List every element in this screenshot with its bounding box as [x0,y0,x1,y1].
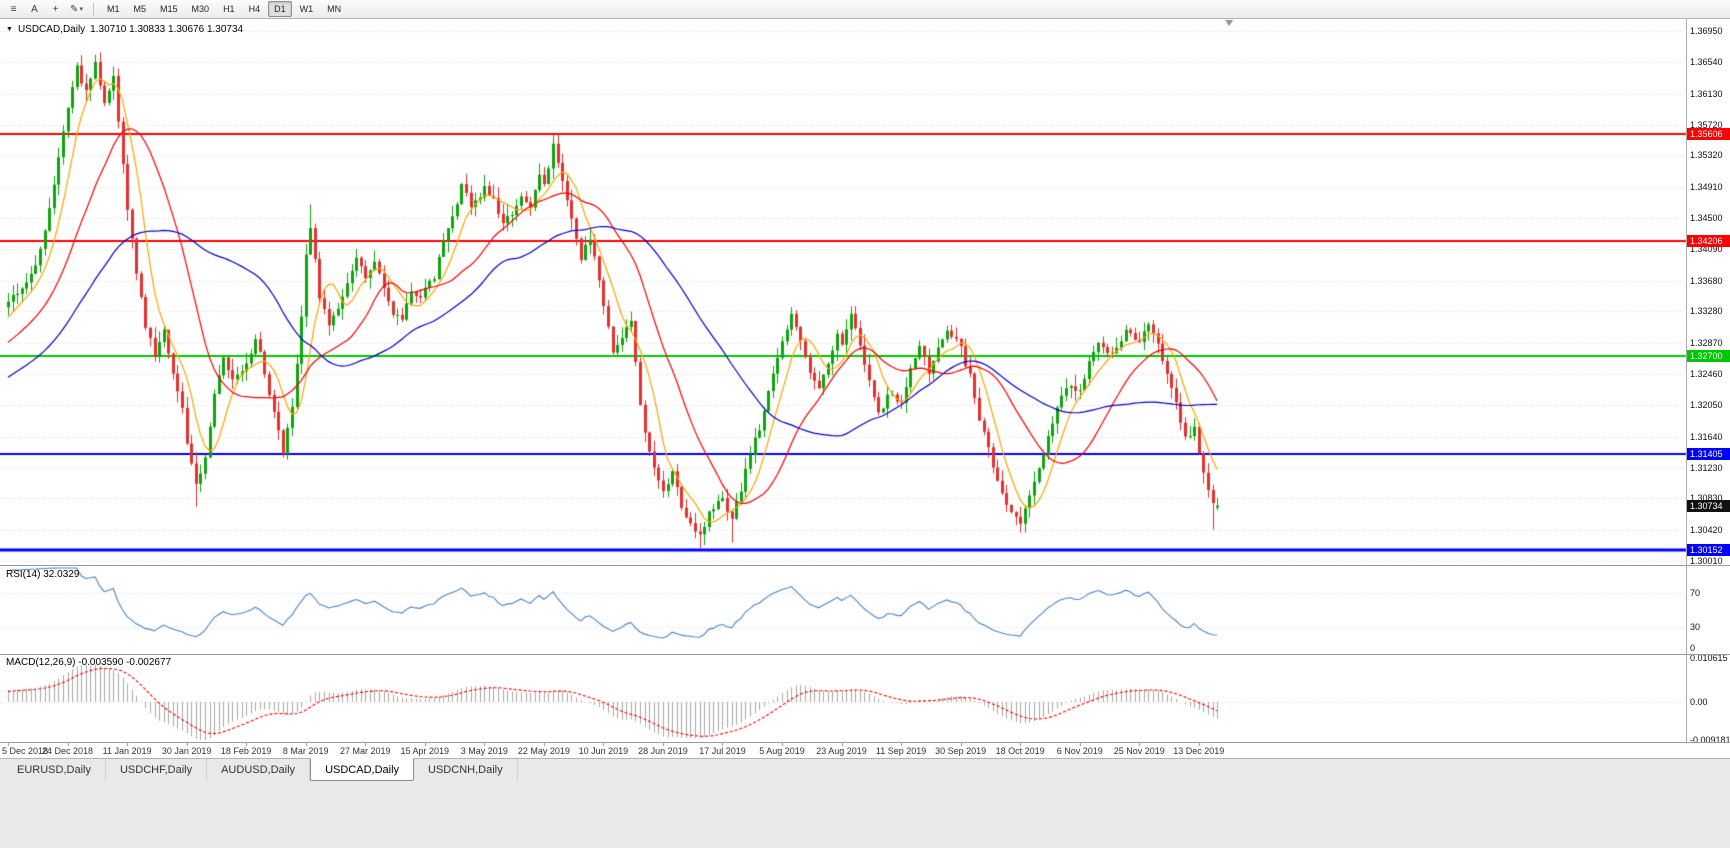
rsi-indicator-label: RSI(14) 32.0329 [6,569,79,580]
macd-indicator-label: MACD(12,26,9) -0.003590 -0.002677 [6,657,171,668]
date-axis-label: 6 Nov 2019 [1056,746,1103,756]
toolbar-tools: ≡ A + ✎ ▾ [3,0,87,18]
date-axis-label: 3 May 2019 [460,746,508,756]
price-scale-border [1686,19,1687,742]
chart-tab-usdcad[interactable]: USDCAD,Daily [310,758,415,781]
pane-divider-macd[interactable] [0,654,1730,655]
date-axis-label: 8 Mar 2019 [282,746,329,756]
date-axis-label: 13 Dec 2019 [1173,746,1225,756]
text-annotation-button[interactable]: A [31,3,38,15]
date-axis-label: 23 Aug 2019 [816,746,867,756]
chart-tab-usdcnh[interactable]: USDCNH,Daily [414,759,518,781]
time-axis[interactable]: 5 Dec 2018 24 Dec 2018 11 Jan 2019 30 Jan 2… [0,742,1730,759]
toolbar-separator [93,2,94,16]
timeframe-mn-button[interactable]: MN [327,4,342,14]
chart-tab-audusd[interactable]: AUDUSD,Daily [207,759,311,781]
macd-value: -0.003590 -0.002677 [78,657,172,668]
chart-tab-usdchf[interactable]: USDCHF,Daily [106,759,208,781]
charts-list-button[interactable]: ≡ [10,3,17,15]
date-axis-label: 10 Jun 2019 [578,746,629,756]
chart-ohlc-values: 1.30710 1.30833 1.30676 1.30734 [90,24,244,35]
draw-tool-button[interactable]: ✎ ▾ [70,3,83,15]
timeframe-h1-button[interactable]: H1 [223,4,235,14]
date-axis-label: 15 Apr 2019 [400,746,450,756]
timeframe-m1-button[interactable]: M1 [107,4,120,14]
crosshair-tool-button[interactable]: + [52,3,59,15]
timeframe-m15-button[interactable]: M15 [160,4,178,14]
timeframe-d1-button[interactable]: D1 [268,1,292,17]
timeframe-h4-button[interactable]: H4 [248,4,261,14]
timeframe-m5-button[interactable]: M5 [133,4,147,14]
date-axis-label: 11 Jan 2019 [102,746,152,756]
date-axis-label: 11 Sep 2019 [875,746,927,756]
window-bottom-bar: EURUSD,Daily USDCHF,Daily AUDUSD,Daily USDC… [0,758,1730,848]
date-axis-label: 27 Mar 2019 [339,746,391,756]
date-axis-label: 24 Dec 2018 [42,746,94,756]
date-axis-label: 18 Oct 2019 [995,746,1045,756]
date-axis-label: 17 Jul 2019 [699,746,746,756]
date-axis-label: 5 Dec 2018 [2,746,49,756]
macd-title: MACD(12,26,9) [6,657,76,668]
rsi-value: 32.0329 [43,569,80,580]
date-axis-label: 30 Jan 2019 [161,746,212,756]
timeframe-w1-button[interactable]: W1 [299,4,314,14]
date-axis-label: 25 Nov 2019 [1113,746,1165,756]
pane-divider-rsi[interactable] [0,565,1730,566]
chart-tab-eurusd[interactable]: EURUSD,Daily [3,759,106,781]
draw-tool-dropdown-icon[interactable]: ▾ [79,6,83,13]
date-axis-label: 30 Sep 2019 [935,746,987,756]
date-axis-label: 5 Aug 2019 [759,746,805,756]
top-toolbar: ≡ A + ✎ ▾ M1 M5 M15 M30 H1 H4 D1 W1 MN [0,0,1730,19]
rsi-title: RSI(14) [6,569,41,580]
chart-tab-bar: EURUSD,Daily USDCHF,Daily AUDUSD,Daily USDC… [0,758,1730,781]
chart-symbol-label: USDCAD,Daily [17,24,86,35]
chart-dropdown-icon[interactable]: ▼ [6,26,13,33]
timeframe-toolbar: M1 M5 M15 M30 H1 H4 D1 W1 MN [100,0,348,18]
timeframe-m30-button[interactable]: M30 [191,4,210,14]
chart-title: ▼ USDCAD,Daily 1.30710 1.30833 1.30676 1… [6,24,243,35]
date-axis-label: 22 May 2019 [517,746,570,756]
date-axis-label: 28 Jun 2019 [638,746,688,756]
date-axis-label: 18 Feb 2019 [220,746,272,756]
